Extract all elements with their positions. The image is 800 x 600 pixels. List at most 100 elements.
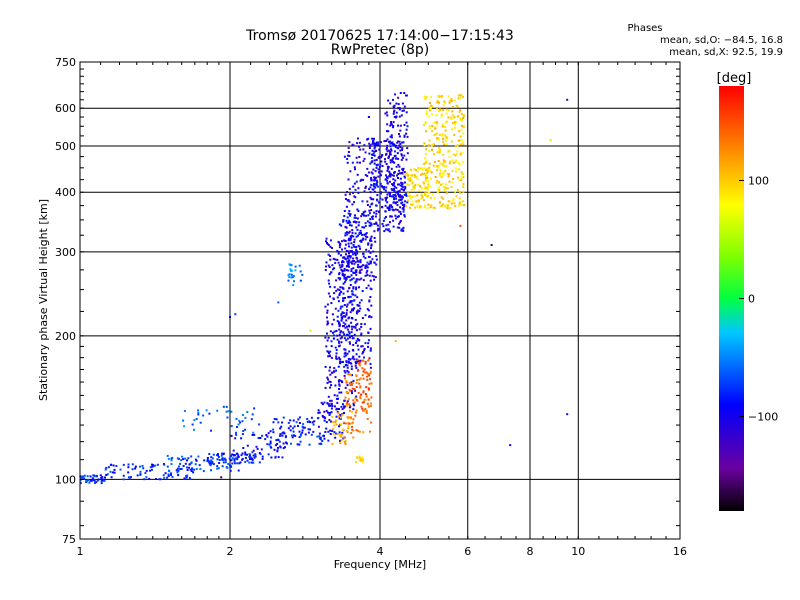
echo-point (253, 433, 256, 436)
echo-point (333, 367, 336, 370)
y-axis-label: Stationary phase Virtual Height [km] (37, 199, 50, 401)
echo-point (279, 445, 282, 448)
echo-point (342, 292, 345, 295)
echo-point (244, 453, 247, 456)
echo-point (462, 161, 465, 163)
echo-point (461, 175, 464, 178)
echo-point (329, 245, 332, 248)
echo-point (338, 434, 341, 437)
echo-point (452, 177, 455, 180)
echo-point (374, 145, 377, 148)
echo-point (358, 301, 361, 304)
echo-point (372, 188, 375, 191)
echo-point (448, 149, 451, 152)
echo-point (340, 254, 342, 257)
echo-point (327, 279, 330, 282)
echo-point (437, 189, 440, 192)
echo-point (337, 250, 340, 253)
echo-point (355, 386, 358, 388)
echo-point (329, 330, 332, 333)
echo-point (455, 159, 458, 162)
echo-point (349, 362, 352, 364)
echo-point (406, 199, 409, 202)
echo-point (399, 149, 402, 152)
echo-point (193, 428, 195, 431)
echo-point (389, 175, 392, 178)
x-tick-label: 6 (464, 545, 471, 558)
echo-point (398, 115, 401, 118)
echo-point (246, 444, 249, 447)
echo-point (382, 219, 385, 222)
echo-point (418, 189, 421, 192)
echo-point (230, 410, 233, 413)
echo-point (367, 137, 370, 140)
echo-point (371, 218, 374, 220)
echo-point (335, 369, 337, 372)
echo-point (344, 323, 347, 326)
echo-point (334, 346, 337, 349)
echo-point (340, 305, 343, 308)
echo-point (448, 109, 451, 111)
echo-point (365, 371, 368, 374)
echo-point (258, 423, 261, 426)
echo-point (369, 239, 371, 242)
echo-point (351, 392, 353, 395)
echo-point (349, 279, 352, 282)
echo-point (323, 434, 325, 437)
echo-point (166, 465, 169, 468)
echo-point (389, 142, 392, 145)
echo-point (341, 305, 344, 308)
echo-point (351, 203, 354, 206)
echo-point (349, 416, 352, 419)
echo-point (398, 107, 401, 109)
echo-point (363, 233, 366, 236)
echo-point (404, 200, 407, 203)
echo-point (304, 433, 307, 436)
echo-point (235, 431, 237, 434)
echo-point (440, 113, 443, 116)
echo-point (376, 199, 379, 202)
echo-point (349, 284, 352, 286)
echo-point (392, 195, 395, 198)
echo-point (377, 168, 380, 171)
echo-point (328, 404, 331, 407)
echo-point (355, 226, 358, 229)
echo-point (97, 478, 100, 481)
echo-point (370, 239, 373, 242)
echo-point (361, 359, 364, 362)
echo-point (261, 457, 264, 460)
echo-point (447, 175, 450, 178)
echo-point (385, 174, 387, 177)
echo-point (170, 457, 173, 460)
echo-point (183, 410, 186, 412)
echo-point (408, 184, 411, 187)
echo-point (348, 224, 351, 227)
echo-point (452, 106, 455, 108)
echo-point (375, 210, 378, 213)
echo-point (277, 456, 280, 459)
echo-point (441, 125, 444, 128)
echo-point (250, 418, 253, 421)
echo-point (367, 214, 370, 217)
echo-point (342, 421, 345, 424)
echo-point (394, 144, 397, 147)
echo-point (217, 456, 220, 458)
echo-point (381, 198, 384, 201)
echo-point (148, 477, 151, 480)
echo-point (87, 479, 89, 482)
echo-point (340, 423, 342, 426)
echo-point (460, 124, 463, 127)
echo-point (346, 431, 349, 434)
echo-point (457, 176, 459, 179)
echo-point (350, 384, 353, 386)
echo-point (399, 184, 402, 187)
echo-point (249, 456, 252, 459)
echo-point (236, 458, 239, 461)
echo-point (399, 199, 402, 201)
echo-point (372, 184, 375, 187)
echo-point (458, 94, 461, 97)
echo-point (428, 169, 431, 172)
echo-point (324, 416, 327, 419)
echo-point (442, 108, 445, 111)
echo-point (398, 172, 401, 175)
